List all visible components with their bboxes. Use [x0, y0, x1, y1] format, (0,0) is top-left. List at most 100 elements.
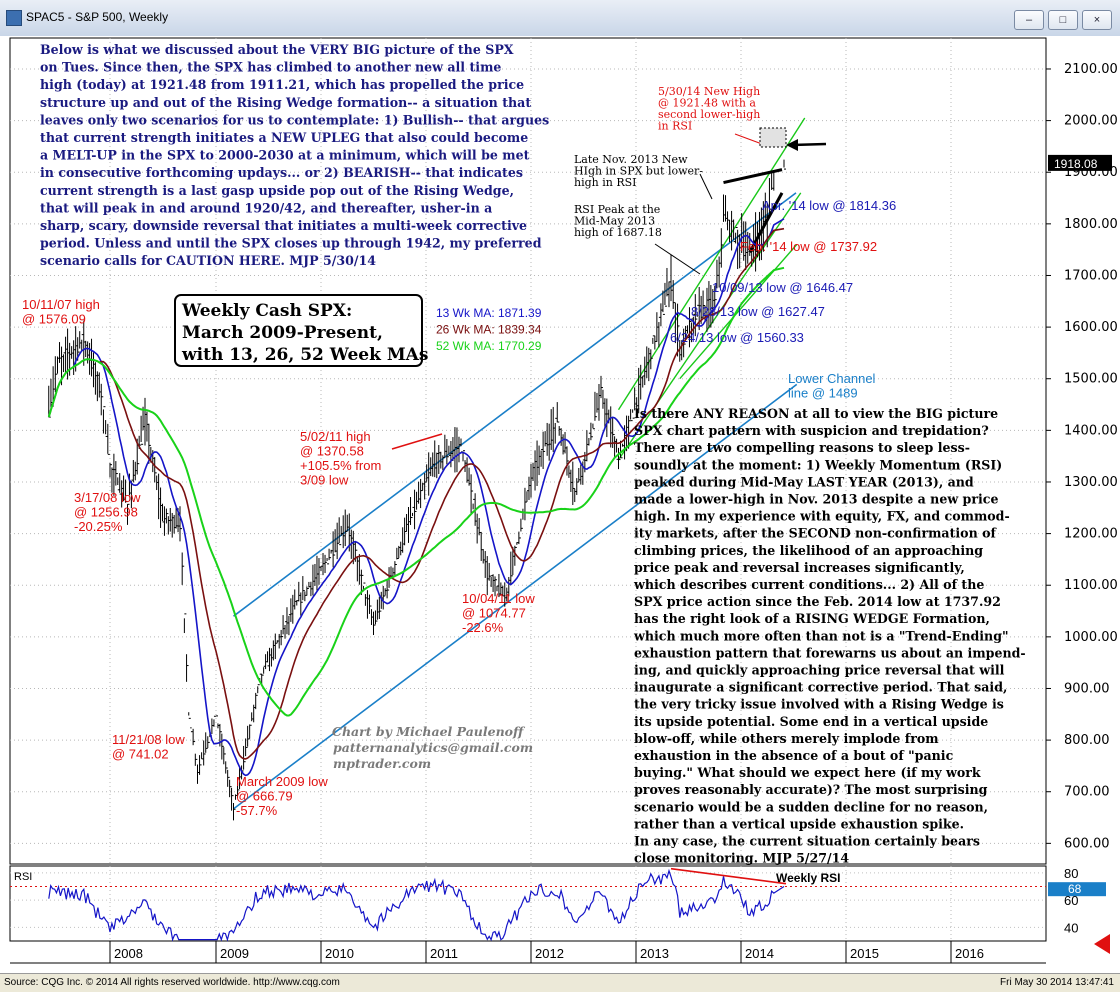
commentary-top-line: scenario calls for CAUTION HERE. MJP 5/3… [40, 253, 376, 268]
commentary-top-line: that will peak in and around 1920/42, an… [40, 200, 492, 215]
maximize-button[interactable]: □ [1048, 10, 1078, 30]
rsi-tick-label: 80 [1064, 866, 1078, 881]
rsi-tick-label: 40 [1064, 920, 1078, 935]
wedge-lower-line [617, 192, 802, 461]
commentary-bottom-line: which much more often than not is a "Tre… [633, 628, 1009, 643]
annotation-text: Mid-May 2013 [574, 215, 655, 228]
window-title: SPAC5 - S&P 500, Weekly [26, 10, 169, 24]
rsi-panel-title: RSI [14, 871, 32, 883]
chart-credit: patternanalytics@gmail.com [333, 740, 533, 755]
y-tick-label: 1500.00 [1064, 372, 1118, 387]
annotation-text: -57.7% [236, 803, 278, 818]
annotation-text: @ 1074.77 [462, 606, 526, 621]
annotation-text: 3/17/08 low [74, 490, 141, 505]
y-tick-label: 1100.00 [1064, 578, 1118, 593]
commentary-top-line: period. Unless and until the SPX closes … [40, 236, 542, 251]
y-tick-label: 600.00 [1064, 836, 1110, 851]
legend-entry: 13 Wk MA: 1871.39 [436, 306, 542, 320]
nov-high-trendline [723, 168, 783, 185]
annotation-text: Late Nov. 2013 New [574, 153, 688, 166]
annotation-text: 10/11/07 high [22, 297, 100, 312]
annotation-text: 8/28/13 low @ 1627.47 [691, 304, 825, 319]
y-tick-label: 700.00 [1064, 785, 1110, 800]
commentary-bottom-line: close monitoring. MJP 5/27/14 [634, 851, 849, 866]
commentary-bottom-line: buying." What should we expect here (if … [634, 765, 981, 780]
y-tick-label: 1600.00 [1064, 320, 1118, 335]
annotation-text: @ 1370.58 [300, 444, 364, 459]
annotation-text: @ 1921.48 with a [658, 97, 756, 110]
annotation-text: Apr. '14 low @ 1814.36 [762, 198, 896, 213]
commentary-bottom-line: blow-off, while others merely implode fr… [634, 731, 939, 746]
x-tick-label: 2012 [535, 946, 564, 961]
annotation-text: 10/09/13 low @ 1646.47 [712, 280, 853, 295]
x-tick-label: 2008 [114, 946, 143, 961]
annotation-text: 11/21/08 low [112, 732, 185, 747]
commentary-bottom-line: ity markets, after the SECOND non-confir… [634, 526, 998, 541]
annotation-text: Lower Channel [788, 371, 876, 386]
title-box-line: Weekly Cash SPX: [181, 301, 352, 321]
commentary-bottom-line: made a lower-high in Nov. 2013 despite a… [634, 492, 998, 507]
x-tick-label: 2016 [955, 946, 984, 961]
chart-window: Weekly RSI 68 600.00 700.00 800.00 900.00 100… [0, 36, 1120, 973]
minimize-button[interactable]: – [1014, 10, 1044, 30]
last-price-text: 1918.08 [1054, 157, 1098, 171]
annotation-text: 3/09 low [300, 473, 349, 488]
leader-new-high [734, 133, 763, 145]
y-tick-label: 2000.00 [1064, 114, 1118, 129]
commentary-bottom-line: exhaustion in the absence of a bout of "… [634, 748, 954, 763]
annotation-text: @ 1576.09 [22, 312, 86, 327]
annotation-text: high of 1687.18 [574, 226, 662, 239]
commentary-top-line: current strength is a last gasp upside p… [40, 183, 514, 198]
x-tick-label: 2011 [430, 946, 458, 961]
commentary-bottom-line: Is there ANY REASON at all to view the B… [634, 406, 998, 421]
commentary-bottom-line: peaked during Mid-May LAST YEAR (2013), … [634, 474, 974, 489]
ma-13-week-line [48, 218, 785, 777]
price-panel [9, 37, 1047, 865]
chart-credit: mptrader.com [333, 756, 431, 771]
annotation-text: @ 1256.98 [74, 505, 138, 520]
status-timestamp: Fri May 30 2014 13:47:41 [1000, 977, 1114, 988]
annotation-text: 5/30/14 New High [658, 85, 760, 98]
commentary-bottom-line: price peak and reversal increases signif… [634, 560, 965, 575]
new-high-arrowhead [786, 139, 798, 151]
x-tick-label: 2014 [745, 946, 774, 961]
lower-channel-line [233, 383, 798, 810]
commentary-top-line: sharp, scary, downside reversal that ini… [40, 218, 527, 233]
annotation-text: -20.25% [74, 519, 123, 534]
rsi-series: Weekly RSI 68 [48, 867, 1106, 942]
x-tick-label: 2010 [325, 946, 354, 961]
ma-52-week-line [47, 266, 785, 717]
y-tick-label: 900.00 [1064, 681, 1110, 696]
rsi-line [48, 868, 785, 942]
spx-weekly-chart[interactable]: Weekly RSI 68 600.00 700.00 800.00 900.00 100… [0, 36, 1120, 973]
close-button[interactable]: × [1082, 10, 1112, 30]
commentary-bottom-line: SPX price action since the Feb. 2014 low… [634, 594, 1001, 609]
y-tick-label: 2100.00 [1064, 62, 1118, 77]
commentary-bottom-line: has the right look of a RISING WEDGE For… [634, 611, 990, 626]
y-tick-label: 800.00 [1064, 733, 1110, 748]
price-bars [48, 159, 786, 821]
axes: 600.00 700.00 800.00 900.00 1000.00 1100.00 12… [10, 62, 1118, 964]
commentary-bottom-line: climbing prices, the likelihood of an ap… [634, 543, 983, 558]
commentary-top-line: high (today) at 1921.48 from 1911.21, wh… [40, 77, 524, 92]
status-source: Source: CQG Inc. © 2014 All rights reser… [4, 977, 340, 988]
title-box [174, 294, 423, 367]
commentary-bottom-line: the very tricky issue involved with a Ri… [634, 697, 1004, 712]
title-box-line: March 2009-Present, [182, 323, 383, 343]
app-icon [6, 10, 22, 26]
legend-entry: 26 Wk MA: 1839.34 [436, 323, 542, 337]
commentary-bottom-line: its upside potential. Some end in a vert… [634, 714, 988, 729]
annotation-text: line @ 1489 [788, 386, 858, 401]
commentary-top-line: a MELT-UP in the SPX to 2000-2030 at a m… [40, 148, 530, 163]
y-tick-label: 1200.00 [1064, 527, 1118, 542]
commentary-top-line: on Tues. Since then, the SPX has climbed… [40, 60, 501, 75]
last-price-badge [1048, 154, 1112, 171]
arrow-2011-high [391, 433, 443, 450]
window-title-bar: SPAC5 - S&P 500, Weekly – □ × [0, 0, 1120, 37]
scroll-arrow-icon [1094, 934, 1110, 954]
annotation-text: @ 741.02 [112, 747, 169, 762]
rsi-panel [9, 865, 1047, 942]
leader-late-nov [699, 173, 713, 200]
commentary-top-line: that current strength initiates a NEW UP… [40, 130, 528, 145]
commentary-bottom-line: high. In my experience with equity, FX, … [634, 509, 1010, 524]
